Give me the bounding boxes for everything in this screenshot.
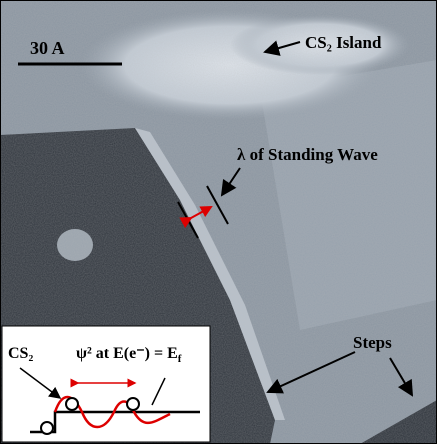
wave-label: λ of Standing Wave bbox=[237, 145, 378, 164]
arrow bbox=[220, 167, 241, 197]
wavelength-arrow bbox=[179, 206, 213, 229]
molecule-label: CS₂ bbox=[8, 345, 33, 362]
arrow bbox=[263, 40, 301, 56]
wave-marker bbox=[206, 185, 229, 225]
arrow bbox=[389, 357, 414, 397]
equation-label: ψ² at E(e⁻) = Ef bbox=[76, 345, 182, 365]
scale-label: 30 A bbox=[30, 38, 65, 58]
inset: CS₂ ψ² at E(e⁻) = Ef bbox=[1, 325, 211, 443]
island-label: CS₂ Island bbox=[305, 33, 382, 52]
arrow bbox=[266, 351, 356, 394]
steps-label: Steps bbox=[353, 333, 392, 352]
